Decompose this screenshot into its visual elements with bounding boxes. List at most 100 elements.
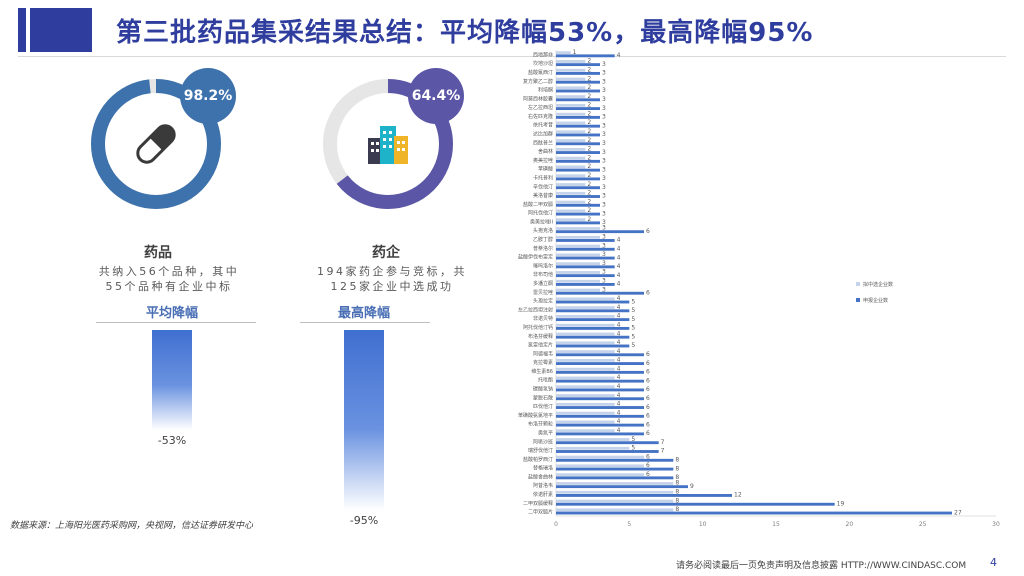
bar-selected <box>556 306 615 310</box>
category-label: 雷贝拉唑 <box>533 289 553 296</box>
bar-selected <box>556 446 630 450</box>
bar-applied <box>556 177 600 181</box>
bar-applied <box>556 124 600 128</box>
category-label: 克拉霉素 <box>533 359 553 366</box>
bar-value-label: 4 <box>617 409 621 416</box>
bar-value-label: 2 <box>587 198 591 205</box>
category-label: 匹伐他汀 <box>533 403 553 410</box>
bar-value-label: 3 <box>602 219 606 226</box>
bar-value-label: 6 <box>646 289 650 296</box>
bar-value-label: 2 <box>587 172 591 179</box>
bar-value-label: 4 <box>617 52 621 59</box>
bar-selected <box>556 464 644 468</box>
category-label: 托吡酯 <box>538 377 553 384</box>
category-label: 盐酸舍曲林 <box>528 473 553 480</box>
bar-selected <box>556 429 615 433</box>
category-label: 左乙拉西坦 <box>528 104 553 111</box>
bar-selected <box>556 121 586 125</box>
bar-applied <box>556 291 644 295</box>
bar-value-label: 6 <box>646 462 650 469</box>
bar-applied <box>556 379 644 383</box>
bar-selected <box>556 288 600 292</box>
bar-applied <box>556 151 600 154</box>
bar-applied <box>556 212 600 216</box>
category-label: 阿托伐他汀钙 <box>523 324 553 331</box>
bar-value-label: 3 <box>602 260 606 267</box>
bar-value-label: 5 <box>631 307 635 314</box>
bar-applied <box>556 133 600 137</box>
title-accent-block <box>30 8 92 52</box>
bar-selected <box>556 376 615 380</box>
building-icon <box>368 126 408 164</box>
bar-applied <box>556 256 615 260</box>
bar-selected <box>556 341 615 345</box>
bar-value-label: 8 <box>675 497 679 504</box>
category-label: 盐酸帕罗西汀 <box>523 456 553 463</box>
bar-value-label: 6 <box>646 421 650 428</box>
bar-selected <box>556 253 600 257</box>
bar-applied <box>556 335 630 339</box>
bar-value-label: 4 <box>617 295 621 302</box>
x-tick-label: 20 <box>846 521 854 528</box>
bar-value-label: 3 <box>602 105 606 112</box>
bar-value-label: 6 <box>646 404 650 411</box>
bar-value-label: 4 <box>617 330 621 337</box>
bar-selected <box>556 51 571 55</box>
bar-selected <box>556 332 615 336</box>
bar-value-label: 3 <box>602 122 606 129</box>
bar-value-label: 27 <box>954 509 962 516</box>
bar-value-label: 2 <box>587 181 591 188</box>
bar-value-label: 4 <box>617 365 621 372</box>
bar-value-label: 5 <box>631 445 635 452</box>
bar-applied <box>556 54 615 58</box>
bar-applied <box>556 388 644 392</box>
bar-selected <box>556 420 615 424</box>
page-number: 4 <box>990 556 997 569</box>
bar-applied <box>556 98 600 102</box>
bar-applied <box>556 239 615 242</box>
bar-applied <box>556 467 674 471</box>
category-label: 右佐匹克隆 <box>528 113 553 120</box>
bar-selected <box>556 227 600 230</box>
category-label: 布洛芬颗粒 <box>528 421 553 428</box>
max-separator <box>300 322 430 323</box>
max-drop-bar <box>344 330 384 510</box>
category-label: 碳酸氢钠 <box>533 386 553 393</box>
bar-selected <box>556 183 586 186</box>
bar-value-label: 2 <box>587 137 591 144</box>
bar-value-label: 2 <box>587 216 591 223</box>
bar-applied <box>556 230 644 234</box>
bar-value-label: 4 <box>617 254 621 261</box>
bar-value-label: 3 <box>602 166 606 173</box>
category-label: 替格瑞洛 <box>533 465 553 472</box>
bar-value-label: 8 <box>675 506 679 513</box>
bar-value-label: 6 <box>646 453 650 460</box>
footer-disclaimer: 请务必阅读最后一页免责声明及信息披露 HTTP://WWW.CINDASC.CO… <box>676 561 967 571</box>
max-drop-title: 最高降幅 <box>337 306 390 321</box>
bar-value-label: 2 <box>587 128 591 135</box>
bar-applied <box>556 450 659 453</box>
category-label: 左乙拉西坦注射 <box>518 306 553 313</box>
firm-title: 药企 <box>372 245 400 261</box>
bar-selected <box>556 473 644 477</box>
category-label: 盐酸伊伐布雷定 <box>518 254 553 261</box>
bar-value-label: 3 <box>602 251 606 258</box>
avg-drop-bar <box>152 330 192 431</box>
bar-value-label: 4 <box>617 374 621 381</box>
bar-selected <box>556 350 615 354</box>
category-label: 阿德福韦 <box>533 350 553 357</box>
bar-value-label: 3 <box>602 175 606 182</box>
bar-value-label: 3 <box>602 70 606 77</box>
bar-value-label: 5 <box>631 325 635 332</box>
bar-applied <box>556 458 674 462</box>
bar-value-label: 3 <box>602 149 606 156</box>
category-label: 二甲双胍缓释 <box>523 500 553 507</box>
bar-applied <box>556 115 600 119</box>
bar-value-label: 3 <box>602 61 606 68</box>
bar-applied <box>556 186 600 190</box>
category-label: 普萘洛尔 <box>533 245 553 252</box>
bar-selected <box>556 438 630 441</box>
bar-selected <box>556 358 615 362</box>
drug-desc-line2: 55个品种有企业中标 <box>105 280 233 293</box>
